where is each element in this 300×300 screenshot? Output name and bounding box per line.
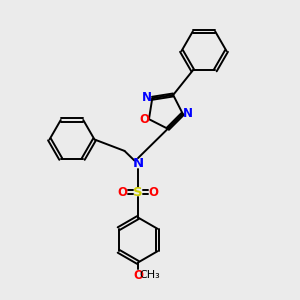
- Text: N: N: [142, 91, 152, 104]
- Text: S: S: [133, 185, 143, 199]
- Text: O: O: [133, 268, 143, 282]
- Text: O: O: [117, 185, 128, 199]
- Text: N: N: [132, 157, 144, 170]
- Text: O: O: [148, 185, 159, 199]
- Text: CH₃: CH₃: [139, 270, 160, 280]
- Text: O: O: [140, 113, 149, 126]
- Text: N: N: [183, 107, 193, 120]
